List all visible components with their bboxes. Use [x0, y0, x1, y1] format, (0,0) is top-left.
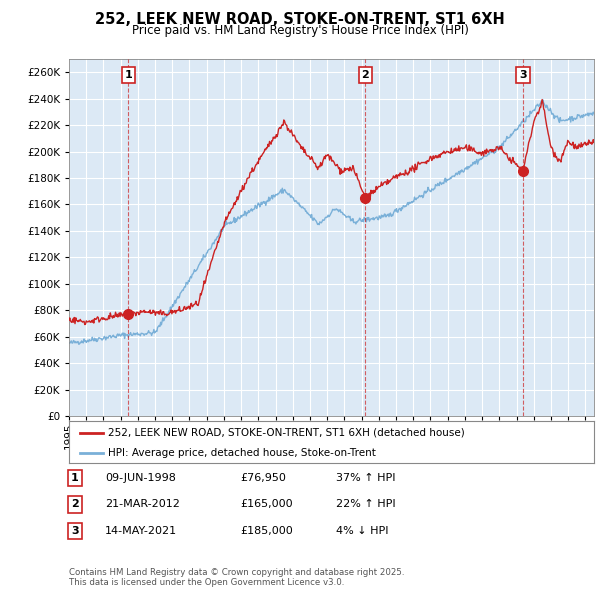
Text: 09-JUN-1998: 09-JUN-1998 [105, 473, 176, 483]
Text: 252, LEEK NEW ROAD, STOKE-ON-TRENT, ST1 6XH: 252, LEEK NEW ROAD, STOKE-ON-TRENT, ST1 … [95, 12, 505, 27]
Text: 252, LEEK NEW ROAD, STOKE-ON-TRENT, ST1 6XH (detached house): 252, LEEK NEW ROAD, STOKE-ON-TRENT, ST1 … [109, 428, 465, 438]
Text: 3: 3 [71, 526, 79, 536]
Text: 1: 1 [124, 70, 132, 80]
Text: 3: 3 [519, 70, 527, 80]
Text: Contains HM Land Registry data © Crown copyright and database right 2025.
This d: Contains HM Land Registry data © Crown c… [69, 568, 404, 587]
Text: 1: 1 [71, 473, 79, 483]
Text: 4% ↓ HPI: 4% ↓ HPI [336, 526, 389, 536]
Text: 22% ↑ HPI: 22% ↑ HPI [336, 500, 395, 509]
Text: £76,950: £76,950 [240, 473, 286, 483]
Text: 2: 2 [362, 70, 369, 80]
Text: Price paid vs. HM Land Registry's House Price Index (HPI): Price paid vs. HM Land Registry's House … [131, 24, 469, 37]
Text: 14-MAY-2021: 14-MAY-2021 [105, 526, 177, 536]
Text: HPI: Average price, detached house, Stoke-on-Trent: HPI: Average price, detached house, Stok… [109, 448, 376, 457]
Text: £185,000: £185,000 [240, 526, 293, 536]
Text: 2: 2 [71, 500, 79, 509]
Text: 37% ↑ HPI: 37% ↑ HPI [336, 473, 395, 483]
Text: £165,000: £165,000 [240, 500, 293, 509]
Text: 21-MAR-2012: 21-MAR-2012 [105, 500, 180, 509]
